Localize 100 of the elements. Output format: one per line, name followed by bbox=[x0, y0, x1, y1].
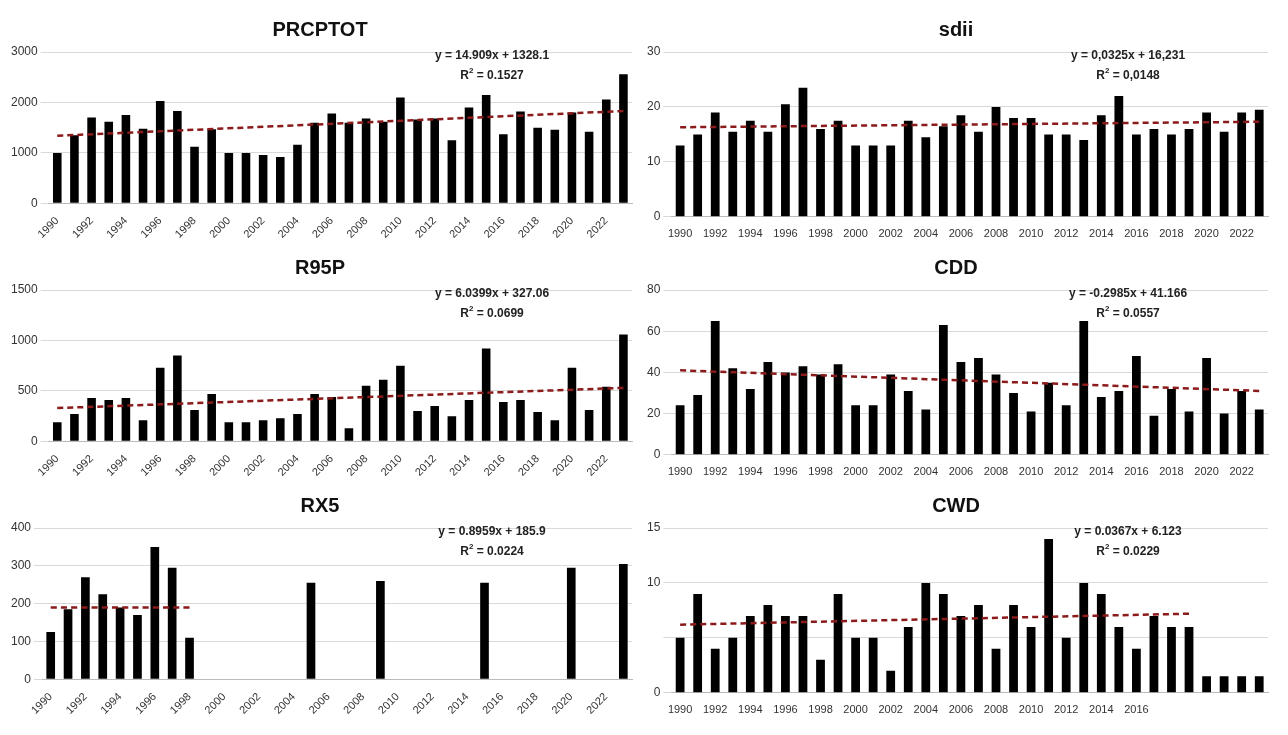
bar bbox=[378, 379, 388, 441]
bar bbox=[115, 607, 125, 679]
bar bbox=[481, 94, 491, 203]
bar bbox=[868, 405, 878, 455]
bar bbox=[1114, 626, 1124, 693]
x-tick-label: 2022 bbox=[1229, 227, 1254, 240]
x-tick-label: 1996 bbox=[773, 703, 798, 716]
bar bbox=[1096, 115, 1106, 217]
x-tick-label: 2000 bbox=[843, 703, 868, 716]
bar bbox=[306, 582, 316, 679]
y-tick-label: 400 bbox=[10, 520, 32, 535]
bar bbox=[1254, 676, 1264, 693]
bar bbox=[921, 137, 931, 217]
bar bbox=[1202, 676, 1211, 693]
bar bbox=[173, 111, 182, 203]
bar bbox=[1167, 134, 1176, 217]
bar bbox=[693, 593, 703, 693]
x-tick-label: 2016 bbox=[1124, 465, 1149, 478]
bar bbox=[1184, 411, 1194, 455]
bar bbox=[81, 577, 90, 679]
bar bbox=[52, 422, 62, 441]
y-tick-label: 20 bbox=[646, 405, 661, 420]
bar bbox=[550, 420, 560, 441]
bar bbox=[921, 582, 931, 693]
bar bbox=[693, 134, 703, 217]
bar bbox=[816, 374, 825, 455]
bar bbox=[781, 372, 790, 455]
bar bbox=[413, 411, 422, 441]
bar bbox=[675, 637, 685, 693]
bar bbox=[868, 637, 878, 693]
bar bbox=[1044, 538, 1054, 693]
x-tick-label: 2014 bbox=[1089, 703, 1114, 716]
x-tick-label: 1994 bbox=[738, 227, 763, 240]
bar bbox=[327, 396, 337, 441]
bar bbox=[886, 670, 896, 693]
bar bbox=[1026, 626, 1036, 693]
x-tick-label: 2006 bbox=[948, 703, 974, 716]
bar bbox=[70, 414, 79, 441]
y-tick-label: 0 bbox=[31, 195, 39, 210]
bar bbox=[87, 117, 96, 203]
x-tick-label: 1992 bbox=[702, 703, 728, 716]
bar bbox=[167, 567, 177, 679]
x-tick-label: 2014 bbox=[1089, 227, 1114, 240]
bar bbox=[566, 567, 576, 679]
bar bbox=[1149, 615, 1159, 693]
chart-title: CWD bbox=[932, 493, 980, 516]
bar bbox=[921, 409, 931, 455]
bar bbox=[1237, 676, 1247, 693]
y-tick-label: 10 bbox=[646, 154, 661, 169]
bar bbox=[138, 128, 148, 203]
bar bbox=[224, 422, 234, 441]
y-tick-label: 15 bbox=[646, 520, 661, 535]
bar bbox=[1219, 131, 1229, 217]
bar bbox=[258, 420, 268, 441]
y-tick-label: 200 bbox=[10, 595, 32, 610]
x-tick-label: 1990 bbox=[667, 465, 693, 478]
bar bbox=[155, 100, 165, 203]
bar bbox=[781, 615, 790, 693]
bar bbox=[1079, 320, 1089, 455]
annotation: y = 0,0325x + 16,231 bbox=[1070, 48, 1186, 63]
x-tick-label: 2012 bbox=[1053, 465, 1079, 478]
x-tick-label: 2008 bbox=[983, 703, 1009, 716]
bar bbox=[98, 594, 108, 679]
bar bbox=[1009, 117, 1018, 217]
bar bbox=[956, 115, 966, 217]
bar bbox=[1237, 390, 1247, 455]
bar bbox=[1044, 382, 1054, 455]
bar bbox=[991, 648, 1001, 693]
x-tick-label: 2016 bbox=[1124, 227, 1149, 240]
bar bbox=[1061, 134, 1071, 217]
bar bbox=[886, 374, 896, 455]
x-tick-label: 2014 bbox=[1089, 465, 1114, 478]
bar bbox=[447, 416, 457, 441]
bar bbox=[121, 115, 131, 203]
bar bbox=[1219, 413, 1229, 455]
bar bbox=[745, 615, 755, 693]
x-tick-label: 2008 bbox=[983, 227, 1009, 240]
bar bbox=[1202, 357, 1211, 455]
bar bbox=[87, 397, 96, 441]
bar bbox=[618, 563, 628, 679]
bar bbox=[710, 648, 720, 693]
bar bbox=[396, 365, 405, 441]
x-tick-label: 2012 bbox=[1053, 703, 1079, 716]
y-tick-label: 1000 bbox=[10, 145, 39, 160]
bar bbox=[816, 659, 825, 693]
bar bbox=[1132, 648, 1141, 693]
y-tick-label: 2000 bbox=[10, 94, 39, 109]
bar bbox=[185, 637, 194, 679]
bar bbox=[516, 399, 525, 441]
y-tick-label: 1500 bbox=[10, 282, 39, 297]
bar bbox=[1132, 355, 1141, 455]
bar bbox=[938, 126, 948, 217]
bar bbox=[1184, 128, 1194, 217]
bar bbox=[361, 118, 371, 203]
annotation: y = -0.2985x + 41.166 bbox=[1068, 286, 1188, 301]
bar bbox=[150, 546, 160, 679]
bar bbox=[516, 111, 525, 203]
bar bbox=[133, 615, 142, 679]
bar bbox=[464, 399, 474, 441]
bar bbox=[584, 410, 594, 441]
